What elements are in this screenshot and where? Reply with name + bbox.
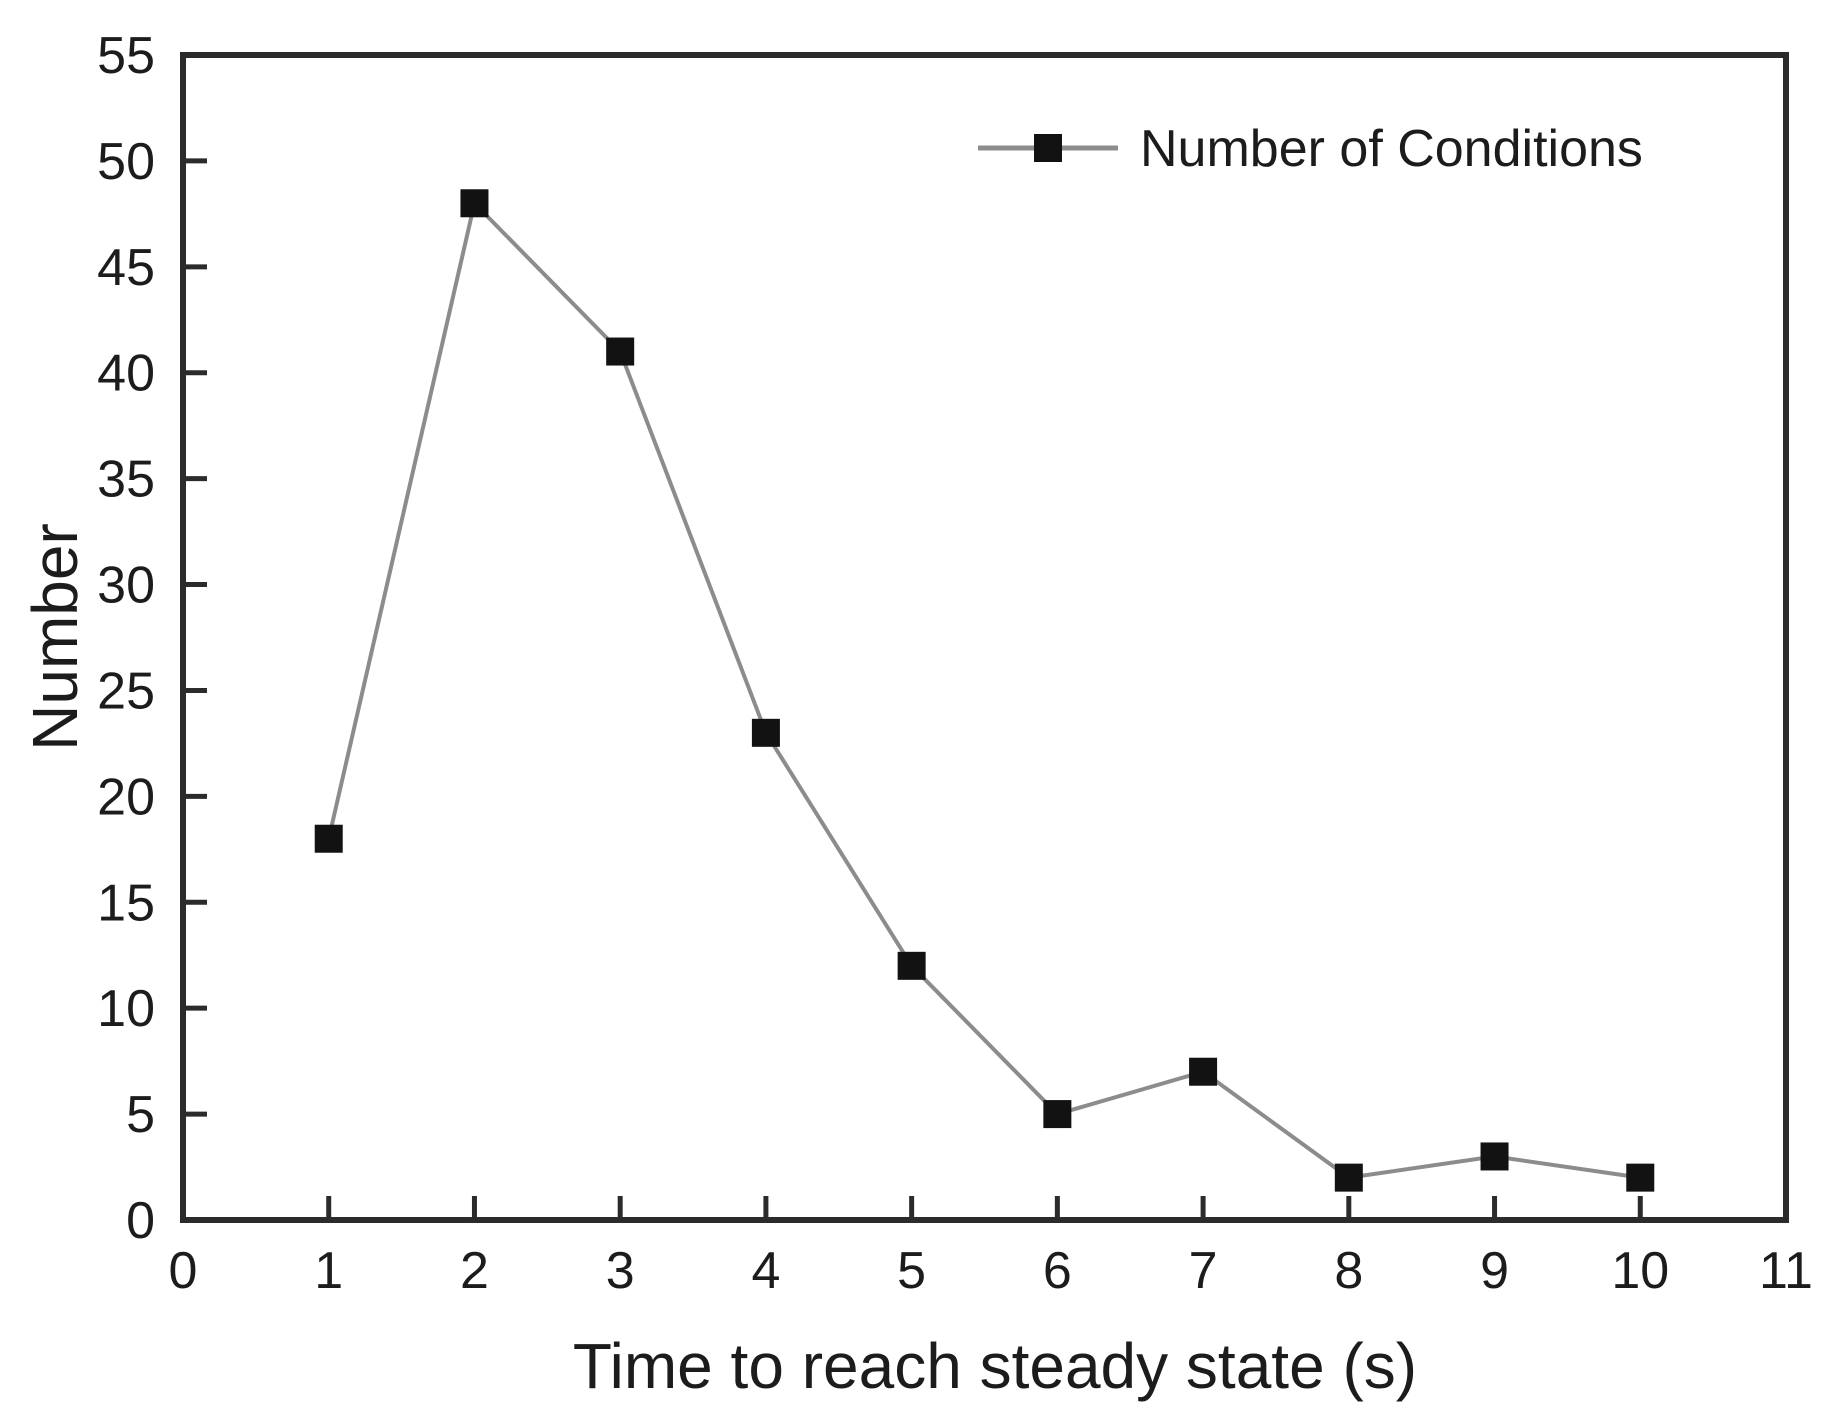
- x-tick-label: 10: [1611, 1242, 1669, 1300]
- y-tick-label: 10: [97, 980, 155, 1038]
- data-point-marker: [1626, 1163, 1655, 1192]
- data-point-marker: [1189, 1057, 1218, 1086]
- x-tick-label: 6: [1043, 1242, 1072, 1300]
- x-tick-label: 2: [460, 1242, 489, 1300]
- y-tick-label: 15: [97, 874, 155, 932]
- data-series-layer: [314, 189, 1655, 1192]
- y-axis-title: Number: [19, 523, 91, 751]
- x-tick-label: 4: [751, 1242, 780, 1300]
- data-point-marker: [1043, 1100, 1072, 1129]
- x-axis-title: Time to reach steady state (s): [573, 1330, 1417, 1402]
- x-tick-label: 0: [169, 1242, 198, 1300]
- y-tick-label: 55: [97, 27, 155, 85]
- data-point-marker: [1480, 1142, 1509, 1171]
- y-tick-label: 5: [126, 1086, 155, 1144]
- y-tick-label: 45: [97, 239, 155, 297]
- x-tick-label: 11: [1759, 1242, 1813, 1300]
- y-tick-label: 25: [97, 662, 155, 720]
- legend-entry-label: Number of Conditions: [1140, 120, 1643, 178]
- y-tick-label: 50: [97, 133, 155, 191]
- x-tick-label: 9: [1480, 1242, 1509, 1300]
- y-tick-label: 20: [97, 768, 155, 826]
- series-line: [326, 199, 1641, 1180]
- x-tick-label: 5: [897, 1242, 926, 1300]
- x-tick-label: 7: [1189, 1242, 1218, 1300]
- y-tick-label: 40: [97, 345, 155, 403]
- legend: Number of Conditions: [978, 120, 1643, 178]
- x-tick-label: 8: [1334, 1242, 1363, 1300]
- y-tick-label: 0: [126, 1192, 155, 1250]
- data-point-marker: [314, 824, 343, 853]
- y-tick-label: 30: [97, 557, 155, 615]
- x-tick-label: 1: [314, 1242, 343, 1300]
- data-point-marker: [1334, 1163, 1363, 1192]
- y-tick-label: 35: [97, 451, 155, 509]
- data-point-marker: [460, 189, 489, 218]
- data-point-marker: [897, 951, 926, 980]
- plot-frame: [180, 52, 1789, 1223]
- axis-ticks-layer: [183, 158, 1643, 1220]
- data-point-marker: [751, 718, 780, 747]
- data-point-marker: [606, 337, 635, 366]
- legend-marker-square: [1034, 134, 1062, 162]
- x-tick-label: 3: [606, 1242, 635, 1300]
